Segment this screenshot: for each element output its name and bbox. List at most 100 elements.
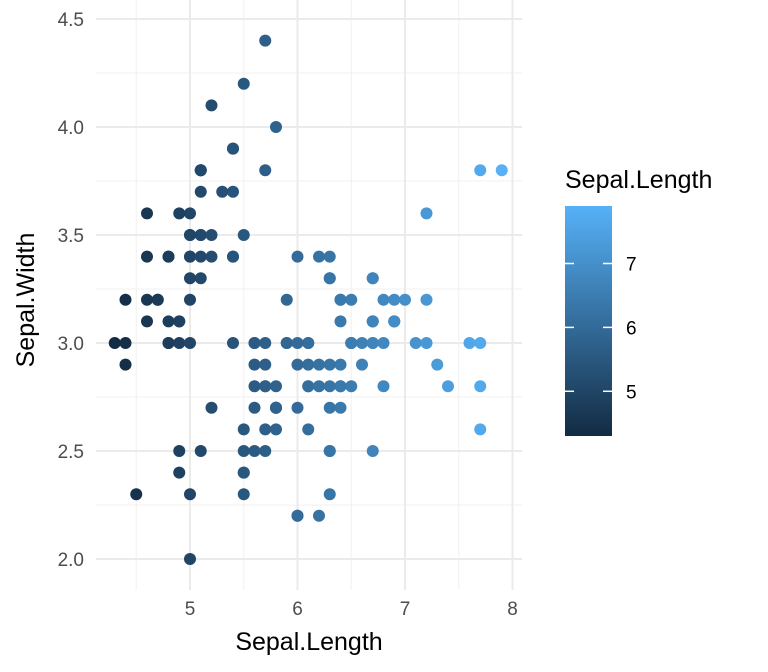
data-point — [194, 229, 207, 241]
data-point — [108, 337, 121, 349]
data-point — [313, 380, 325, 393]
data-point — [259, 337, 272, 349]
data-point — [334, 315, 347, 328]
data-point — [119, 358, 132, 371]
data-point — [420, 207, 433, 220]
data-point — [270, 401, 282, 414]
x-tick-label: 7 — [400, 599, 411, 620]
data-point — [205, 250, 218, 263]
data-point — [323, 380, 336, 393]
data-point — [280, 293, 293, 306]
data-point — [237, 466, 250, 479]
data-point — [162, 337, 175, 349]
y-axis-title: Sepal.Width — [12, 233, 40, 368]
data-point — [205, 229, 218, 241]
data-point — [270, 380, 282, 393]
data-point — [184, 337, 196, 349]
colorbar-legend: Sepal.Length 5 6 7 — [565, 166, 712, 436]
data-point — [399, 293, 411, 306]
data-point — [259, 164, 272, 177]
data-point — [366, 445, 379, 457]
data-point — [463, 337, 476, 349]
data-point — [141, 250, 153, 263]
data-point — [259, 358, 272, 371]
data-point — [141, 207, 153, 220]
data-point — [302, 380, 315, 393]
data-point — [474, 164, 487, 177]
data-point — [291, 401, 304, 414]
data-point — [291, 337, 304, 349]
x-axis-ticks: 5 6 7 8 — [185, 599, 518, 620]
data-point — [194, 185, 207, 198]
data-point — [356, 358, 368, 371]
data-point — [302, 423, 315, 436]
data-point — [302, 358, 315, 371]
data-point — [366, 315, 379, 328]
data-point — [420, 337, 433, 349]
data-point — [259, 423, 272, 436]
data-point — [366, 272, 379, 285]
data-point — [162, 315, 175, 328]
data-point — [334, 401, 347, 414]
data-point — [227, 337, 239, 349]
data-point — [248, 380, 261, 393]
data-point — [474, 337, 487, 349]
data-point — [388, 293, 401, 306]
data-point — [388, 315, 401, 328]
y-tick-label: 3.5 — [58, 226, 84, 247]
y-tick-label: 2.5 — [58, 442, 84, 463]
data-point — [216, 185, 229, 198]
grid-lines — [96, 0, 522, 590]
colorbar-ticks: 5 6 7 — [565, 255, 637, 403]
y-tick-label: 4.0 — [58, 118, 84, 139]
data-point — [248, 401, 261, 414]
data-point — [345, 293, 358, 306]
data-point — [227, 250, 239, 263]
colorbar-tick-label: 7 — [626, 255, 637, 276]
data-point — [345, 380, 358, 393]
data-point — [377, 337, 390, 349]
data-point — [248, 337, 261, 349]
data-point — [173, 207, 186, 220]
data-point — [205, 99, 218, 112]
data-point — [323, 488, 336, 501]
data-point — [173, 315, 186, 328]
data-point — [237, 488, 250, 501]
data-point — [184, 272, 196, 285]
data-point — [270, 423, 282, 436]
data-point — [184, 553, 196, 565]
data-point — [420, 293, 433, 306]
data-point — [474, 380, 487, 393]
data-point — [248, 358, 261, 371]
data-point — [313, 358, 325, 371]
data-point — [302, 337, 315, 349]
data-point — [377, 293, 390, 306]
data-point — [237, 423, 250, 436]
x-axis-title: Sepal.Length — [235, 628, 382, 656]
data-point — [323, 445, 336, 457]
data-point — [227, 185, 239, 198]
data-point — [356, 337, 368, 349]
data-point — [291, 358, 304, 371]
data-point — [141, 293, 153, 306]
data-point — [184, 488, 196, 501]
data-point — [237, 445, 250, 457]
y-axis-ticks: 2.0 2.5 3.0 3.5 4.0 4.5 — [58, 10, 84, 571]
data-point — [259, 34, 272, 47]
data-point — [151, 293, 164, 306]
x-tick-label: 6 — [292, 599, 303, 620]
data-point — [474, 423, 487, 436]
data-point — [173, 466, 186, 479]
legend-title: Sepal.Length — [565, 166, 712, 194]
data-point — [323, 401, 336, 414]
data-point — [248, 445, 261, 457]
colorbar-tick-label: 5 — [626, 382, 637, 403]
data-point — [334, 293, 347, 306]
data-point — [323, 272, 336, 285]
colorbar — [565, 206, 612, 436]
data-point — [291, 250, 304, 263]
data-point — [334, 380, 347, 393]
data-point — [194, 445, 207, 457]
data-point — [409, 337, 422, 349]
data-point — [334, 358, 347, 371]
